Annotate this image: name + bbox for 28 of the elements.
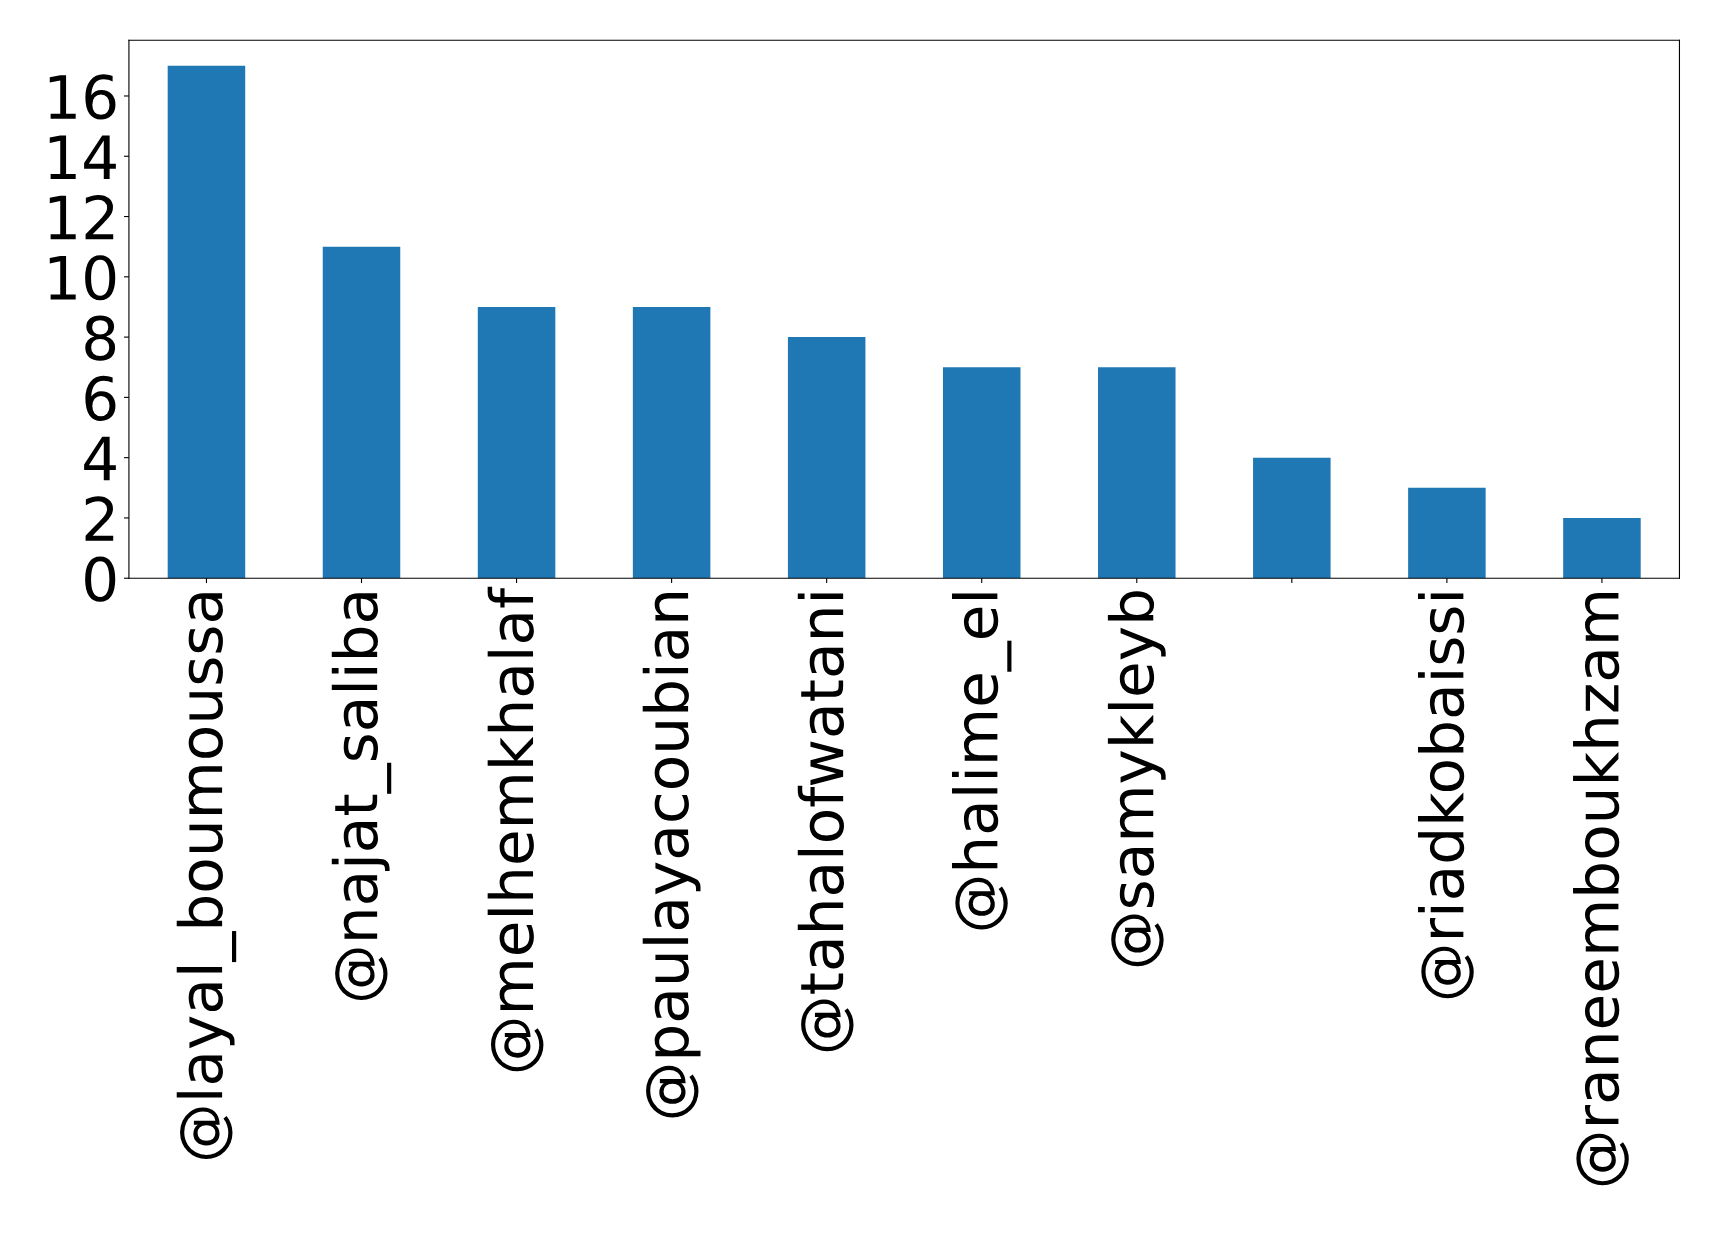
y-tick-label: 10: [49, 255, 116, 301]
bar: [1253, 457, 1331, 579]
bar: [1563, 517, 1641, 579]
bar: [787, 337, 866, 579]
y-tick-label: 12: [49, 194, 114, 240]
y-tick-label: 14: [49, 135, 116, 179]
x-tick-label: @samykleyb: [1107, 591, 1166, 967]
x-tick-label: @halime_el: [951, 593, 1012, 930]
bar: [942, 367, 1021, 579]
x-tick-label: @najat_saliba: [331, 593, 392, 1001]
x-tick-label: @tahalofwatani: [797, 593, 854, 1052]
x-tick-label: @raneemboukhzam: [1573, 593, 1629, 1186]
bar: [477, 306, 556, 579]
bar: [632, 306, 711, 579]
y-tick-label: 6: [85, 375, 116, 421]
bar: [322, 246, 401, 579]
bar: [1408, 487, 1486, 579]
y-tick-label: 2: [85, 496, 114, 541]
y-tick-label: 16: [49, 74, 116, 120]
y-tick-label: 8: [85, 315, 116, 361]
x-tick-label: @layal_boumoussa: [176, 593, 237, 1160]
x-tick-label: @riadkobaissi: [1417, 593, 1474, 999]
y-tick-label: 0: [85, 556, 116, 602]
y-tick-label: 4: [84, 436, 116, 481]
x-tick-label: @melhemkhalaf: [487, 586, 544, 1072]
bar: [167, 65, 246, 579]
x-tick-label: @paulayacoubian: [642, 593, 701, 1118]
bar: [1098, 367, 1176, 579]
